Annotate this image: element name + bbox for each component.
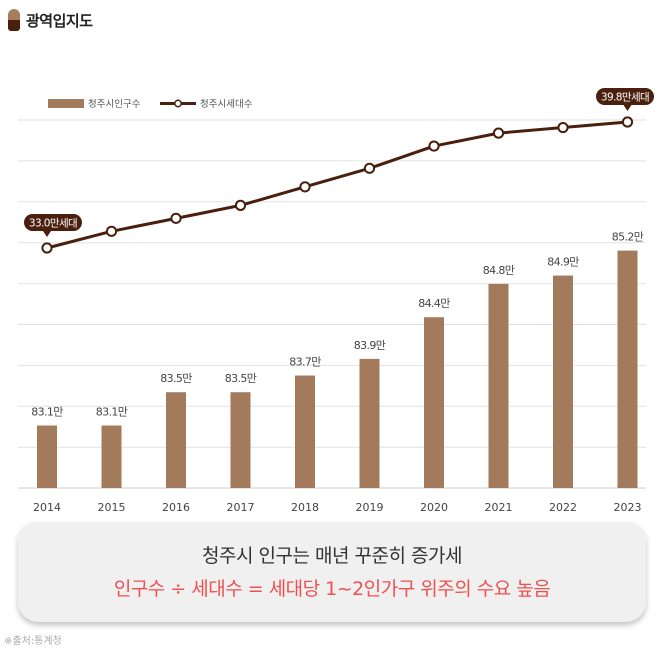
line-point-2015 (105, 225, 118, 237)
header: 광역입지도 (8, 8, 93, 32)
x-tick-2018: 2018 (291, 501, 319, 514)
line-point-2021 (492, 127, 505, 139)
bar-label-2022: 84.9만 (547, 256, 579, 269)
bar-label-2021: 84.8만 (483, 264, 515, 277)
bar-label-2017: 83.5만 (225, 372, 257, 385)
bar-label-2014: 83.1만 (31, 406, 63, 419)
line-point-2019 (363, 162, 376, 174)
bar-2020 (424, 317, 444, 488)
bar-2022 (553, 275, 573, 488)
bars: 83.1만 83.1만 83.5만 83.5만 83.7만 83.9만 84.4만 84.8만… (31, 231, 644, 488)
bar-2015 (101, 425, 122, 488)
summary-line-2: 인구수 ÷ 세대수 = 세대당 1~2인가구 위주의 수요 높음 (113, 578, 551, 600)
source-note: ※출처:통계청 (4, 636, 62, 647)
callout-bg-2014 (24, 214, 82, 231)
summary-box: 청주시 인구는 매년 꾸준히 증가세 인구수 ÷ 세대수 = 세대당 1~2인가… (18, 522, 646, 622)
line-point-2014 (41, 242, 53, 254)
bar-label-2018: 83.7만 (289, 356, 321, 369)
bar-2021 (488, 283, 509, 488)
summary-line-1: 청주시 인구는 매년 꾸준히 증가세 (202, 545, 462, 567)
callout-label-2014: 33.0만세대 (29, 218, 77, 230)
bar-2018 (295, 375, 315, 488)
x-tick-2014: 2014 (33, 501, 61, 514)
line-point-2016 (170, 212, 182, 224)
household-line (46, 120, 628, 250)
legend-label-bar: 청주시인구수 (88, 99, 141, 110)
bar-2014 (37, 425, 57, 488)
bar-2017 (230, 392, 251, 488)
x-tick-2022: 2022 (549, 501, 577, 514)
callout-label-2023: 39.8만세대 (601, 91, 649, 103)
bar-label-2016: 83.5만 (160, 372, 192, 385)
bar-label-2019: 83.9만 (354, 339, 386, 352)
line-series: 33.0만세대 39.8만세대 (24, 87, 654, 254)
page-title: 광역입지도 (26, 11, 93, 30)
line-point-2017 (234, 199, 247, 211)
gridlines (18, 119, 646, 489)
line-point-2018 (299, 181, 311, 193)
bar-label-2015: 83.1만 (96, 406, 128, 419)
legend: 청주시인구수 청주시세대수 (48, 99, 253, 110)
bar-2016 (166, 392, 186, 488)
line-point-2020 (428, 140, 440, 152)
legend-label-line: 청주시세대수 (200, 99, 253, 110)
x-tick-2020: 2020 (420, 501, 448, 514)
x-tick-2023: 2023 (614, 501, 642, 514)
x-tick-2019: 2019 (356, 501, 384, 514)
callout-bg-2023 (596, 87, 654, 105)
legend-swatch-bar (48, 99, 84, 108)
callout-pointer-2023 (623, 104, 632, 111)
callout-pointer-2014 (43, 231, 51, 237)
x-axis-ticks: 2014 2015 2016 2017 2018 2019 2020 2021 2022 2023 (33, 501, 642, 514)
bookmark-icon (8, 9, 20, 31)
x-tick-2021: 2021 (485, 501, 513, 514)
bar-label-2023: 85.2만 (612, 231, 644, 244)
bar-2023 (617, 250, 638, 488)
bar-2019 (359, 358, 380, 488)
legend-marker-line (174, 99, 182, 108)
bar-label-2020: 84.4만 (418, 297, 450, 310)
line-point-2023 (621, 116, 634, 128)
x-tick-2015: 2015 (98, 501, 126, 514)
line-point-2022 (557, 121, 569, 134)
x-tick-2016: 2016 (162, 501, 190, 514)
x-tick-2017: 2017 (227, 501, 255, 514)
